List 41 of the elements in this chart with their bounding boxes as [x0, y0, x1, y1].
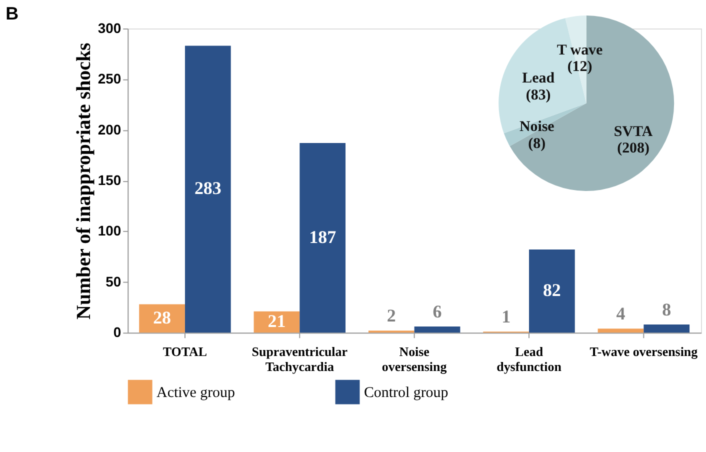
- data-label: 82: [542, 280, 561, 300]
- data-label: (12): [567, 59, 592, 76]
- data-label: 4: [616, 304, 626, 324]
- slice-label: T wave: [556, 42, 604, 58]
- y-tick-label: 50: [106, 273, 122, 290]
- x-tick-label: T-wave oversensing: [590, 344, 698, 360]
- slice-label: SVTA: [614, 124, 653, 140]
- x-tick-label: Noise oversensing: [382, 344, 448, 374]
- bar: [598, 328, 644, 333]
- data-label: 21: [268, 310, 286, 331]
- data-label: 283: [194, 178, 222, 198]
- data-label: 2: [386, 306, 396, 326]
- y-tick-label: 100: [98, 222, 122, 239]
- text: B: [6, 4, 19, 24]
- y-tick-label: 300: [98, 20, 122, 36]
- y-axis-title: Number of inappropriate shocks: [72, 42, 95, 320]
- data-label: (8): [528, 136, 546, 152]
- y-tick-label: 0: [113, 324, 122, 340]
- legend-label: Control group: [364, 385, 448, 402]
- bar: [184, 46, 231, 333]
- pie-slice: [510, 16, 674, 191]
- data-label: 187: [309, 226, 336, 247]
- bar: [300, 143, 346, 333]
- data-label: 1: [502, 306, 511, 327]
- data-label: 28: [153, 307, 172, 328]
- data-label: (83): [526, 88, 551, 104]
- x-tick-label: Supraventricular Tachycardia: [252, 344, 348, 374]
- x-tick-label: Lead dysfunction: [496, 344, 562, 374]
- y-tick-label: 150: [98, 172, 122, 188]
- x-tick-label: TOTAL: [162, 344, 208, 360]
- data-label: 8: [662, 300, 672, 320]
- slice-label: Lead: [522, 70, 556, 87]
- data-label: (208): [617, 140, 650, 157]
- y-tick-label: 200: [98, 121, 122, 138]
- data-label: 6: [432, 302, 442, 322]
- bar: [529, 250, 575, 333]
- bar: [414, 326, 460, 333]
- bar: [644, 324, 690, 333]
- legend-label: Active group: [156, 385, 235, 402]
- y-tick-label: 250: [98, 70, 122, 87]
- slice-label: Noise: [519, 118, 555, 135]
